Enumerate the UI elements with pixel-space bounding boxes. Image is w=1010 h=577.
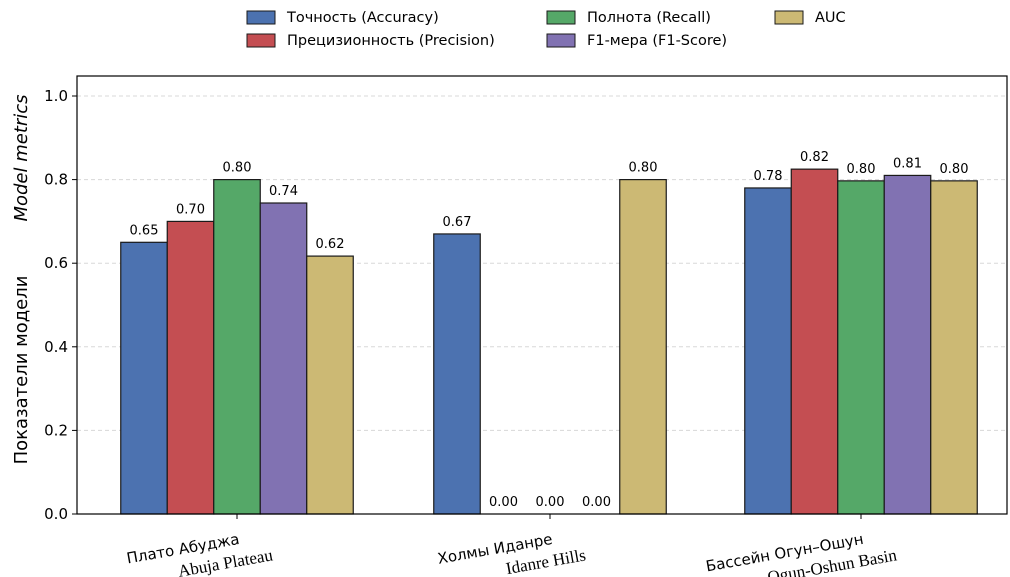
- bar-value-label: 0.65: [130, 223, 159, 238]
- y-tick-label: 1.0: [44, 87, 68, 105]
- bar: [259, 202, 308, 515]
- bar-value-label: 0.67: [443, 215, 472, 230]
- y-tick-label: 0.6: [44, 254, 68, 272]
- bar-value-label: 0.70: [176, 202, 205, 217]
- bar-value-label: 0.81: [893, 156, 922, 171]
- bar-value-label: 0.80: [223, 161, 252, 176]
- bar: [306, 255, 354, 515]
- bar-value-label: 0.82: [800, 150, 829, 165]
- legend-entry: F1-мера (F1-Score): [587, 33, 727, 49]
- bar-value-label: 0.00: [582, 495, 611, 510]
- bar-value-label: 0.80: [940, 162, 969, 177]
- bar-value-label: 0.80: [847, 162, 876, 177]
- bar-value-label: 0.62: [316, 237, 345, 252]
- legend-entry: Прецизионность (Precision): [287, 33, 495, 49]
- legend-entry: AUC: [815, 10, 846, 26]
- bar: [619, 179, 667, 515]
- y-axis-label: Показатели модели: [11, 276, 32, 465]
- bar: [166, 220, 215, 515]
- y-tick-label: 0.4: [44, 338, 68, 356]
- bar: [883, 174, 932, 515]
- legend-entry: Полнота (Recall): [587, 10, 711, 26]
- y-tick-label: 0.8: [44, 171, 68, 189]
- legend-swatch: [246, 33, 276, 48]
- legend-entry: Точность (Accuracy): [286, 10, 439, 26]
- legend-swatch: [774, 10, 804, 25]
- bar-value-label: 0.00: [536, 495, 565, 510]
- y-axis-label-secondary: Model metrics: [11, 94, 32, 221]
- plot-frame: [76, 75, 1008, 515]
- chart-legend: Точность (Accuracy) Прецизионность (Preci…: [246, 10, 846, 49]
- bar-value-label: 0.80: [629, 161, 658, 176]
- bars: 0.65 0.67 0.78 0.70 0.00 0.82 0.80 0.00 0.80 0.74…: [120, 150, 978, 515]
- y-tick-label: 0.0: [44, 505, 68, 523]
- bar-value-label: 0.78: [754, 169, 783, 184]
- bar: [213, 179, 261, 515]
- bar: [930, 180, 978, 515]
- bar: [120, 241, 168, 515]
- legend-swatch: [246, 10, 276, 25]
- y-tick-label: 0.2: [44, 421, 68, 439]
- bar: [433, 233, 481, 515]
- bar: [837, 180, 885, 515]
- bar: [744, 187, 792, 515]
- legend-swatch: [546, 10, 576, 25]
- y-axis-ticks: 0.0 0.2 0.4 0.6 0.8 1.0: [44, 87, 77, 523]
- bar-value-label: 0.00: [489, 495, 518, 510]
- bar-value-label: 0.74: [269, 184, 298, 199]
- legend-swatch: [546, 33, 576, 48]
- bar: [790, 168, 839, 515]
